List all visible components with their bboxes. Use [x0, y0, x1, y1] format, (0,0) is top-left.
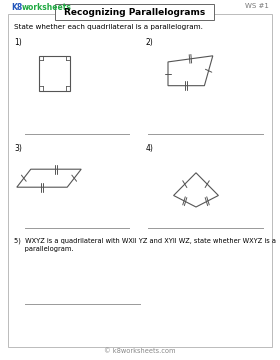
Text: 2): 2) [146, 38, 153, 47]
Text: worksheets: worksheets [22, 3, 71, 12]
Text: 4): 4) [146, 144, 153, 153]
Text: WS #1: WS #1 [245, 3, 269, 9]
Text: 1): 1) [14, 38, 22, 47]
FancyBboxPatch shape [8, 14, 272, 347]
FancyBboxPatch shape [55, 4, 214, 20]
Text: © k8worksheets.com: © k8worksheets.com [104, 347, 176, 354]
Text: Recognizing Parallelograms: Recognizing Parallelograms [64, 8, 205, 17]
Text: 5)  WXYZ is a quadrilateral with WXII YZ and XYII WZ, state whether WXYZ is a: 5) WXYZ is a quadrilateral with WXII YZ … [14, 238, 276, 244]
Text: 3): 3) [14, 144, 22, 153]
Text: parallelogram.: parallelogram. [14, 246, 73, 252]
Text: K8: K8 [11, 3, 22, 12]
Text: State whether each quadrilateral is a parallelogram.: State whether each quadrilateral is a pa… [14, 24, 203, 31]
